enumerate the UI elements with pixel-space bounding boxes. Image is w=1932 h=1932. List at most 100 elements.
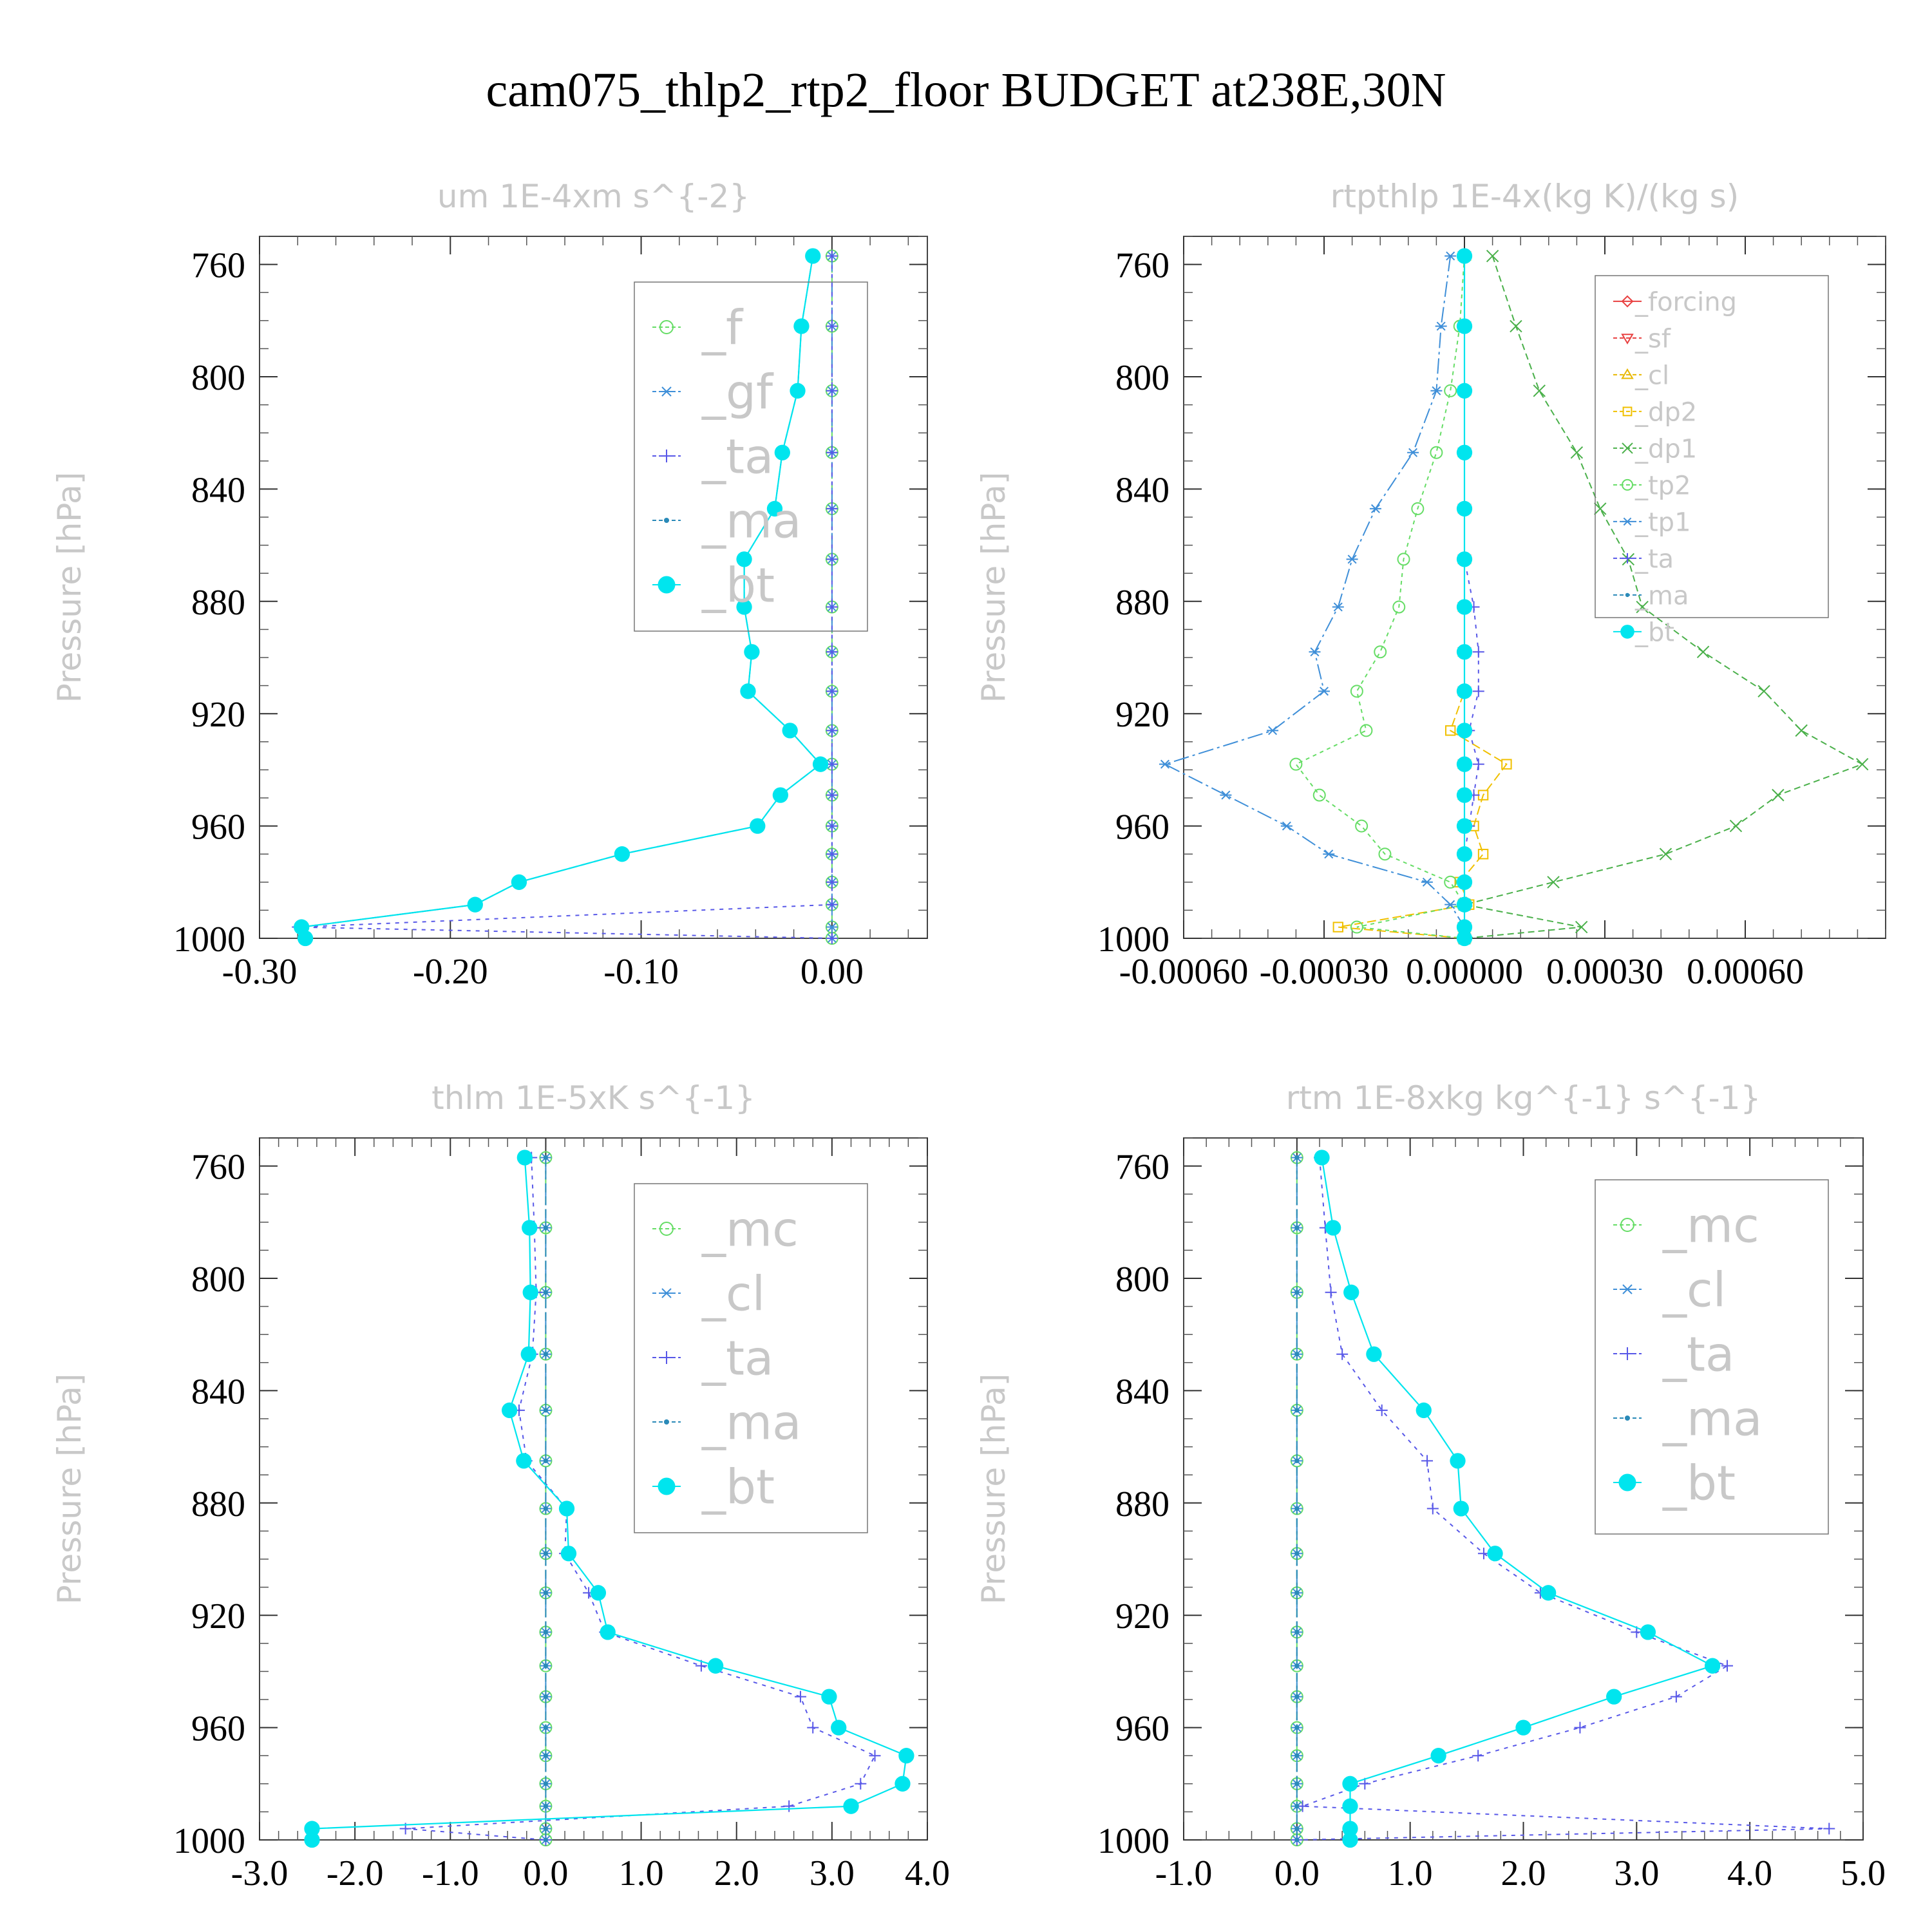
legend-marker bbox=[658, 1477, 676, 1495]
data-point bbox=[1314, 1150, 1330, 1166]
data-point bbox=[1294, 1826, 1300, 1832]
x-tick-label: 0.00060 bbox=[1687, 952, 1804, 992]
data-point bbox=[543, 1629, 549, 1634]
legend-marker bbox=[660, 450, 673, 462]
data-point bbox=[1430, 1748, 1446, 1764]
panel-title: rtpthlp 1E-4x(kg K)/(kg s) bbox=[1331, 178, 1739, 215]
data-point bbox=[772, 787, 789, 803]
x-tick-label: 0.00030 bbox=[1546, 952, 1663, 992]
y-tick-label: 760 bbox=[1115, 246, 1170, 286]
series-ta bbox=[1291, 1151, 1835, 1846]
data-point bbox=[1486, 249, 1499, 263]
data-point bbox=[1501, 759, 1512, 770]
data-point bbox=[1294, 1290, 1300, 1295]
data-point bbox=[1477, 849, 1489, 860]
y-tick-label: 1000 bbox=[1097, 920, 1170, 960]
series-line bbox=[1321, 1157, 1714, 1840]
data-point bbox=[1426, 1502, 1439, 1515]
y-tick-label: 880 bbox=[191, 583, 245, 623]
data-point bbox=[543, 1225, 549, 1231]
data-point bbox=[1757, 685, 1770, 698]
legend-box bbox=[1595, 275, 1829, 618]
legend-label: _dp2 bbox=[1634, 397, 1697, 427]
y-tick-label: 880 bbox=[1115, 1484, 1170, 1524]
data-point bbox=[707, 1658, 724, 1674]
data-point bbox=[1570, 446, 1584, 459]
x-tick-label: -1.0 bbox=[1155, 1853, 1213, 1893]
data-point bbox=[1453, 1501, 1469, 1517]
data-point bbox=[1294, 1725, 1300, 1730]
data-point bbox=[1540, 1585, 1557, 1601]
x-tick-label: -0.20 bbox=[413, 952, 488, 992]
data-point bbox=[1366, 1346, 1382, 1362]
legend-marker bbox=[1622, 517, 1633, 526]
series-line bbox=[1294, 256, 1466, 939]
data-point bbox=[1472, 758, 1484, 770]
data-point bbox=[826, 898, 838, 911]
legend-marker bbox=[658, 576, 676, 594]
data-point bbox=[543, 1155, 549, 1160]
legend: _mc _cl _ta _ma _bt bbox=[634, 1183, 868, 1533]
chart-panel-2: -0.00060 -0.00030 0.00000 0.00030 0.00060 760… bbox=[975, 178, 1886, 992]
data-point bbox=[1267, 726, 1279, 735]
y-axis-label: Pressure [hPa] bbox=[51, 1374, 88, 1605]
data-point bbox=[1456, 383, 1473, 399]
legend-marker bbox=[1622, 406, 1633, 417]
legend-marker bbox=[659, 1222, 674, 1236]
legend-label: _bt bbox=[1634, 618, 1674, 647]
plot-frame bbox=[1183, 236, 1886, 939]
data-point bbox=[793, 318, 810, 334]
data-point bbox=[1444, 251, 1457, 261]
plot-frame bbox=[259, 1137, 928, 1841]
data-point bbox=[1294, 1506, 1300, 1511]
x-tick-label: 3.0 bbox=[810, 1853, 855, 1893]
data-point bbox=[1435, 321, 1447, 331]
panel-title: um 1E-4xm s^{-2} bbox=[437, 178, 750, 215]
data-point bbox=[543, 1590, 549, 1595]
data-point bbox=[898, 1748, 914, 1764]
x-tick-label: 1.0 bbox=[619, 1853, 664, 1893]
legend-label: _ma bbox=[701, 1396, 801, 1451]
y-tick-label: 840 bbox=[191, 1372, 245, 1412]
y-tick-label: 840 bbox=[191, 470, 245, 510]
data-point bbox=[869, 1750, 881, 1762]
data-point bbox=[1325, 1220, 1341, 1236]
series-line bbox=[1296, 1157, 1830, 1841]
data-point bbox=[1456, 756, 1473, 772]
data-point bbox=[1456, 896, 1473, 913]
y-axis-label: Pressure [hPa] bbox=[975, 1374, 1012, 1605]
y-tick-label: 760 bbox=[191, 246, 245, 286]
legend-label: _f bbox=[701, 301, 744, 356]
data-point bbox=[543, 1663, 549, 1669]
data-point bbox=[1795, 724, 1808, 737]
legend-marker bbox=[1620, 1218, 1634, 1232]
data-point bbox=[1574, 1721, 1586, 1734]
data-point bbox=[614, 846, 630, 862]
data-point bbox=[1515, 1719, 1531, 1736]
data-point bbox=[826, 876, 838, 888]
data-point bbox=[1456, 874, 1473, 890]
data-point bbox=[1533, 384, 1546, 397]
data-point bbox=[826, 601, 838, 613]
data-point bbox=[297, 930, 314, 947]
data-point bbox=[1355, 819, 1368, 833]
series-ma bbox=[1294, 1155, 1300, 1842]
data-point bbox=[1575, 920, 1588, 934]
x-tick-label: -1.0 bbox=[422, 1853, 479, 1893]
data-point bbox=[543, 1804, 549, 1809]
data-point bbox=[1456, 919, 1473, 935]
legend-label: _cl bbox=[701, 1267, 765, 1322]
legend-marker bbox=[1621, 334, 1634, 345]
legend-label: _ma bbox=[1662, 1392, 1762, 1447]
legend-marker bbox=[1625, 592, 1630, 598]
data-point bbox=[1369, 504, 1381, 513]
data-point bbox=[511, 874, 527, 890]
data-point bbox=[1547, 876, 1560, 889]
y-axis-label: Pressure [hPa] bbox=[975, 472, 1012, 703]
data-point bbox=[522, 1284, 538, 1300]
data-point bbox=[543, 1725, 549, 1730]
data-point bbox=[1640, 1624, 1656, 1640]
x-tick-label: 5.0 bbox=[1841, 1853, 1886, 1893]
y-tick-label: 840 bbox=[1115, 1372, 1170, 1412]
